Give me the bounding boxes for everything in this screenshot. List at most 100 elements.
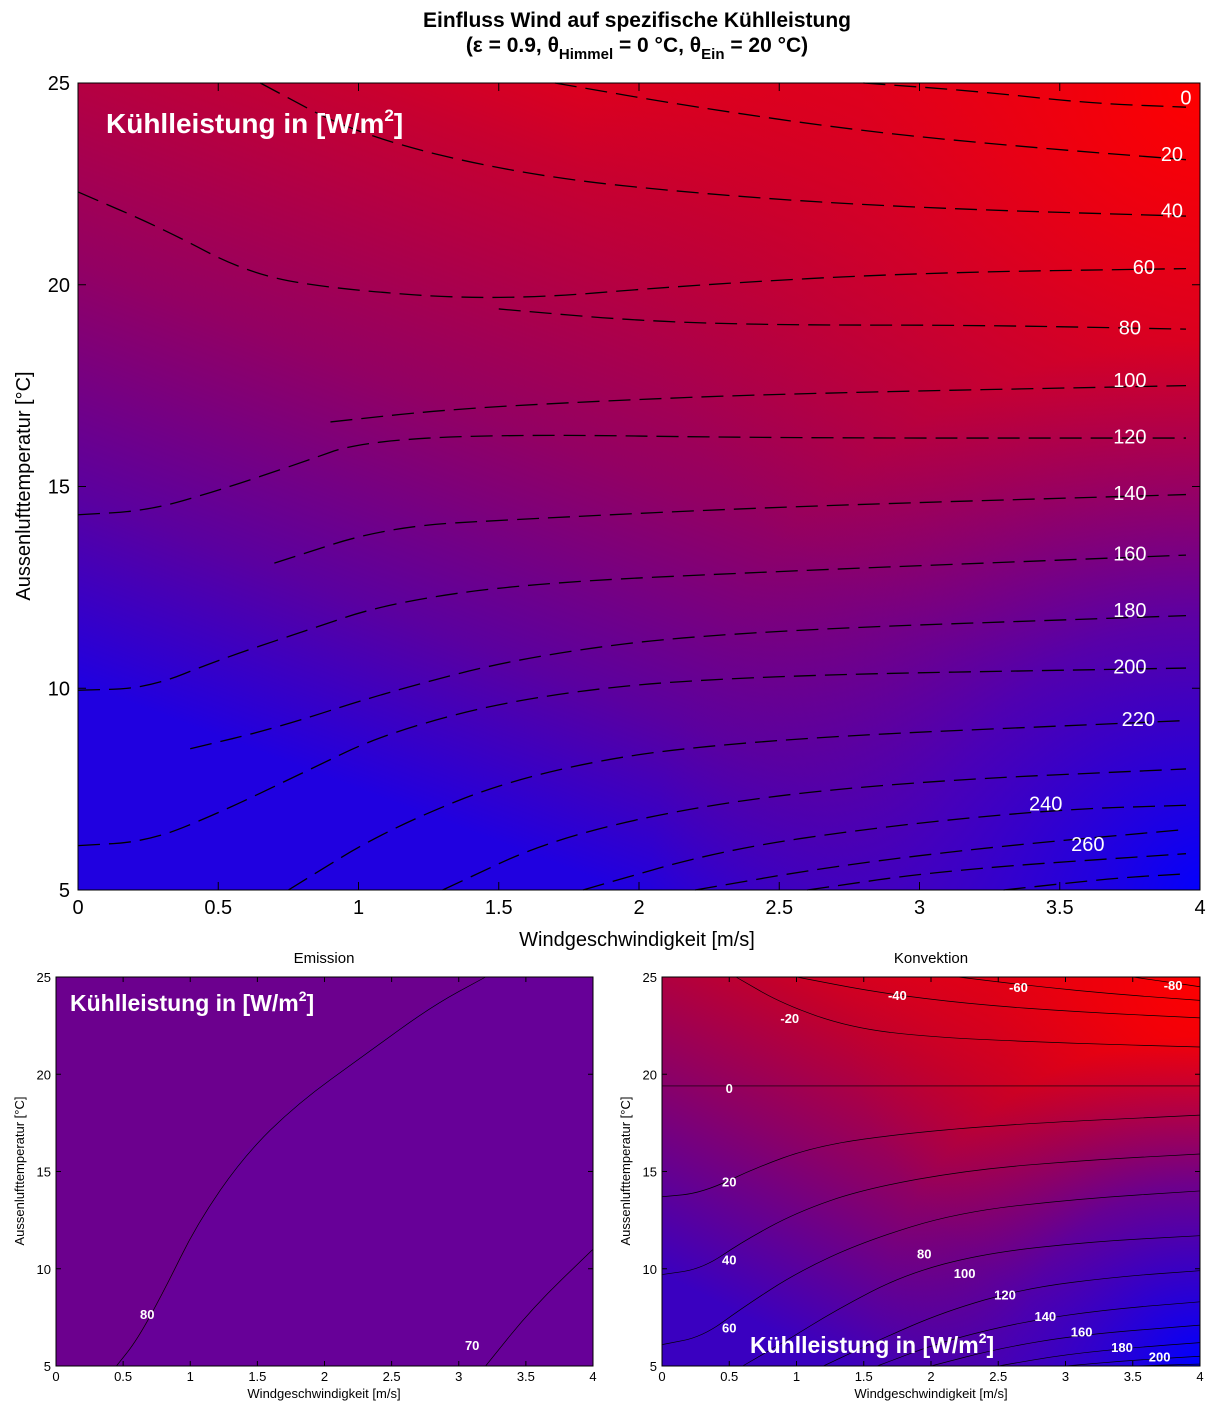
konvektion-contour-label: -60 [1009,980,1028,995]
emission-ytick-label: 20 [37,1067,51,1082]
konvektion-contour-labels: -80 -60 -40 -20 0 20 40 60 80 100 120 140 160 180 200 [722,978,1182,1364]
konvektion-contour-line [661,1153,1201,1275]
emission-contour-line [485,1249,594,1367]
emission-contours [116,976,594,1367]
konvektion-xtick-label: 3 [1062,1369,1069,1384]
main-contour-line [1003,873,1187,891]
main-contour-labels: 0 20 40 60 80 100 120 140 160 180 200 220 240 260 [1029,87,1192,855]
konvektion-ylabel: Aussenlufttemperatur [°C] [618,1097,633,1246]
konvektion-contour-label: 180 [1111,1340,1133,1355]
subtitle-part-3: = 20 °C) [724,34,808,57]
konvektion-contour-line [957,976,1201,1001]
emission-chart: Emission 80 70 0 0.5 1 1.5 2 2.5 3 3.5 4 5 10 15 20 25… [12,950,597,1401]
main-overlay-label: Kühlleistung in [W/m2] [106,106,403,139]
main-contour-label: 100 [1113,370,1146,392]
emission-contour-label: 70 [465,1338,479,1353]
main-ticks: 0 0.5 1 1.5 2 2.5 3 3.5 4 5 10 15 20 25 [48,73,1206,919]
konvektion-xtick-label: 0 [658,1369,665,1384]
emission-contour-line [116,976,486,1367]
main-xtick-label: 1.5 [485,897,513,919]
main-contour-line [582,804,1186,891]
konvektion-ytick-label: 15 [643,1165,657,1180]
main-xtick-label: 4 [1194,897,1205,919]
konvektion-contour-label: -40 [888,988,907,1003]
konvektion-contour-line [742,1235,1201,1367]
emission-ytick-label: 5 [44,1359,51,1374]
main-ytick-label: 15 [48,477,70,499]
konvektion-contour-label: 80 [917,1247,931,1262]
konvektion-contour-label: 60 [722,1320,736,1335]
emission-ytick-label: 15 [37,1165,51,1180]
emission-xtick-label: 1 [187,1369,194,1384]
main-contour-label: 80 [1119,317,1141,339]
konvektion-contours [661,976,1201,1367]
main-ytick-label: 5 [59,880,70,902]
konvektion-contour-label: 100 [954,1266,976,1281]
konvektion-heatmap-blue [662,977,1200,1366]
main-contour-line [260,82,1186,217]
konvektion-xlabel: Windgeschwindigkeit [m/s] [854,1386,1007,1401]
main-xtick-label: 3 [914,897,925,919]
konvektion-contour-line [877,1301,1201,1367]
konvektion-ticks: 0 0.5 1 1.5 2 2.5 3 3.5 4 5 10 15 20 25 [643,970,1204,1384]
emission-xlabel: Windgeschwindigkeit [m/s] [247,1386,400,1401]
emission-xtick-label: 0 [52,1369,59,1384]
main-contour-line [694,828,1187,891]
main-contour-label: 220 [1122,709,1155,731]
main-xtick-label: 1 [353,897,364,919]
konvektion-xtick-label: 1 [793,1369,800,1384]
emission-xtick-label: 4 [589,1369,596,1384]
konvektion-chart: Konvektion -80-60-40-2002040608010012014… [618,950,1204,1401]
main-ytick-label: 10 [48,678,70,700]
main-xtick-label: 0.5 [204,897,232,919]
konvektion-contour-line [998,1342,1201,1367]
konvektion-ytick-label: 25 [643,970,657,985]
konvektion-contour-label: 40 [722,1252,736,1267]
main-contour-line [498,308,1186,330]
main-contour-line [77,191,1186,299]
main-contour-label: 200 [1113,656,1146,678]
figure-title: Einfluss Wind auf spezifische Kühlleistu… [423,9,851,32]
main-contours [77,82,1187,891]
konvektion-overlay-label: Kühlleistung in [W/m2] [750,1330,994,1358]
main-contour-label: 60 [1133,257,1155,279]
emission-xtick-label: 0.5 [114,1369,132,1384]
konvektion-ytick-label: 20 [643,1067,657,1082]
subtitle-sub-himmel: Himmel [559,46,613,63]
main-contour-line [190,614,1186,750]
main-contour-line [807,853,1187,891]
subtitle-sub-ein: Ein [701,46,724,63]
main-xlabel: Windgeschwindigkeit [m/s] [519,929,755,951]
konvektion-xtick-label: 2 [927,1369,934,1384]
emission-ytick-label: 10 [37,1262,51,1277]
main-contour-label: 140 [1113,483,1146,505]
main-contour-label: 180 [1113,600,1146,622]
main-contour-line [77,554,1186,691]
emission-xtick-label: 3.5 [517,1369,535,1384]
konvektion-contour-label: 140 [1034,1309,1056,1324]
konvektion-ytick-label: 10 [643,1262,657,1277]
konvektion-contour-label: 200 [1149,1350,1171,1365]
konvektion-contour-line [661,1114,1201,1198]
emission-ticks: 0 0.5 1 1.5 2 2.5 3 3.5 4 5 10 15 20 25 [37,970,597,1384]
konvektion-contour-line [1065,1355,1201,1367]
konvektion-xtick-label: 3.5 [1124,1369,1142,1384]
figure-subtitle: (ε = 0.9, θHimmel = 0 °C, θEin = 20 °C) [466,34,808,63]
konvektion-xtick-label: 4 [1196,1369,1203,1384]
main-xtick-label: 0 [72,897,83,919]
main-contour-line [288,719,1186,891]
main-contour-label: 240 [1029,794,1062,816]
main-contour-line [77,434,1186,516]
emission-ytick-label: 25 [37,970,51,985]
subtitle-part-1: (ε = 0.9, θ [466,34,559,57]
emission-overlay-label: Kühlleistung in [W/m2] [70,988,314,1016]
konvektion-contour-line [930,1324,1201,1367]
emission-ylabel: Aussenlufttemperatur [°C] [12,1097,27,1246]
konvektion-xtick-label: 0.5 [720,1369,738,1384]
emission-title: Emission [294,950,355,967]
main-ytick-label: 20 [48,275,70,297]
emission-contour-label: 80 [140,1307,154,1322]
konvektion-contour-label: -80 [1164,978,1183,993]
emission-xtick-label: 2.5 [383,1369,401,1384]
